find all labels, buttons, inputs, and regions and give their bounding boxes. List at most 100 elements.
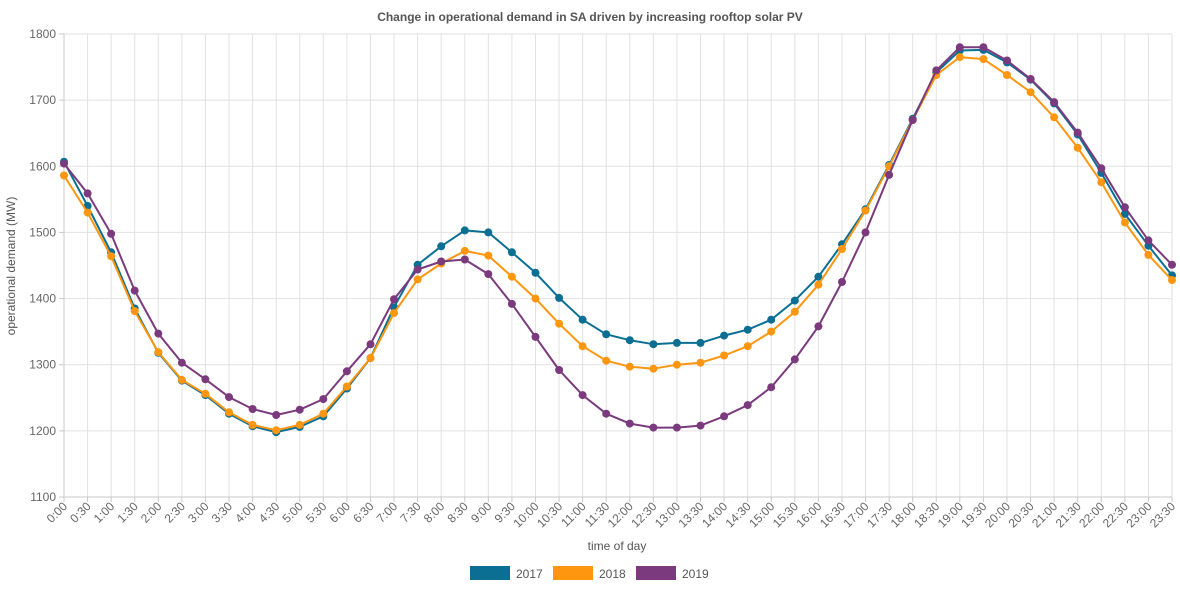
data-point-2019[interactable] xyxy=(885,170,894,179)
data-point-2018[interactable] xyxy=(177,375,186,384)
data-point-2018[interactable] xyxy=(1050,113,1059,122)
data-point-2018[interactable] xyxy=(625,362,634,371)
data-point-2018[interactable] xyxy=(413,275,422,284)
data-point-2019[interactable] xyxy=(790,355,799,364)
data-point-2019[interactable] xyxy=(743,401,752,410)
data-point-2019[interactable] xyxy=(1168,260,1176,269)
data-point-2019[interactable] xyxy=(814,322,823,331)
data-point-2018[interactable] xyxy=(319,409,328,418)
data-point-2019[interactable] xyxy=(507,299,516,308)
data-point-2017[interactable] xyxy=(790,296,799,305)
data-point-2019[interactable] xyxy=(366,340,375,349)
data-point-2019[interactable] xyxy=(531,332,540,341)
data-point-2019[interactable] xyxy=(295,405,304,414)
data-point-2017[interactable] xyxy=(743,325,752,334)
data-point-2019[interactable] xyxy=(83,189,92,198)
data-point-2019[interactable] xyxy=(154,329,163,338)
legend[interactable]: 2017 2018 2019 xyxy=(470,566,709,581)
data-point-2019[interactable] xyxy=(342,367,351,376)
legend-item-2017[interactable]: 2017 xyxy=(470,566,543,581)
data-point-2018[interactable] xyxy=(484,251,493,260)
legend-item-2019[interactable]: 2019 xyxy=(636,566,709,581)
data-point-2018[interactable] xyxy=(838,245,846,253)
data-point-2018[interactable] xyxy=(602,356,611,365)
data-point-2019[interactable] xyxy=(720,412,729,421)
data-point-2018[interactable] xyxy=(578,342,587,351)
data-point-2019[interactable] xyxy=(248,405,257,413)
data-point-2018[interactable] xyxy=(649,364,658,373)
data-point-2019[interactable] xyxy=(955,43,964,52)
data-point-2019[interactable] xyxy=(649,423,658,432)
data-point-2019[interactable] xyxy=(625,419,634,428)
data-point-2019[interactable] xyxy=(1003,56,1011,65)
data-point-2017[interactable] xyxy=(649,340,658,349)
data-point-2018[interactable] xyxy=(1120,218,1129,227)
data-point-2019[interactable] xyxy=(861,228,870,237)
data-point-2019[interactable] xyxy=(225,393,233,402)
data-point-2019[interactable] xyxy=(60,159,68,168)
data-point-2018[interactable] xyxy=(767,327,776,336)
data-point-2019[interactable] xyxy=(555,366,564,374)
data-point-2019[interactable] xyxy=(672,423,681,432)
data-point-2018[interactable] xyxy=(342,382,351,391)
data-point-2018[interactable] xyxy=(460,246,469,255)
data-point-2019[interactable] xyxy=(201,375,210,384)
data-point-2018[interactable] xyxy=(531,294,540,303)
data-point-2018[interactable] xyxy=(225,408,233,417)
data-point-2019[interactable] xyxy=(390,295,398,304)
data-point-2018[interactable] xyxy=(83,208,92,217)
data-point-2019[interactable] xyxy=(437,257,446,266)
data-point-2019[interactable] xyxy=(979,43,988,52)
data-point-2017[interactable] xyxy=(625,336,634,345)
data-point-2019[interactable] xyxy=(696,421,705,430)
data-point-2019[interactable] xyxy=(107,229,116,238)
data-point-2018[interactable] xyxy=(1097,178,1106,187)
data-point-2019[interactable] xyxy=(130,286,139,295)
data-point-2018[interactable] xyxy=(555,319,564,328)
data-point-2017[interactable] xyxy=(602,330,611,339)
data-point-2019[interactable] xyxy=(1026,75,1035,83)
data-point-2019[interactable] xyxy=(602,409,611,418)
data-point-2018[interactable] xyxy=(1144,250,1153,259)
data-point-2017[interactable] xyxy=(460,226,469,235)
data-point-2019[interactable] xyxy=(319,395,328,404)
data-point-2019[interactable] xyxy=(177,358,186,367)
data-point-2018[interactable] xyxy=(130,307,139,316)
data-point-2018[interactable] xyxy=(672,360,681,369)
data-point-2019[interactable] xyxy=(272,411,281,419)
data-point-2019[interactable] xyxy=(484,270,493,279)
data-point-2019[interactable] xyxy=(1050,98,1059,107)
data-point-2018[interactable] xyxy=(743,342,752,351)
data-point-2018[interactable] xyxy=(955,53,964,62)
data-point-2019[interactable] xyxy=(767,383,776,392)
data-point-2019[interactable] xyxy=(908,116,917,124)
data-point-2018[interactable] xyxy=(107,252,116,261)
data-point-2017[interactable] xyxy=(507,248,516,257)
data-point-2018[interactable] xyxy=(979,55,988,64)
data-point-2017[interactable] xyxy=(814,272,823,281)
data-point-2017[interactable] xyxy=(720,331,729,340)
data-point-2017[interactable] xyxy=(437,242,446,251)
data-point-2018[interactable] xyxy=(1026,88,1035,97)
data-point-2018[interactable] xyxy=(390,309,398,318)
data-point-2019[interactable] xyxy=(1073,128,1082,137)
data-point-2017[interactable] xyxy=(484,228,493,237)
data-point-2018[interactable] xyxy=(201,389,210,398)
data-point-2018[interactable] xyxy=(814,280,823,289)
data-point-2019[interactable] xyxy=(838,278,846,286)
data-point-2019[interactable] xyxy=(1097,164,1106,173)
data-point-2018[interactable] xyxy=(366,354,375,363)
data-point-2018[interactable] xyxy=(60,171,68,180)
data-point-2018[interactable] xyxy=(507,272,516,281)
data-point-2017[interactable] xyxy=(531,268,540,277)
data-point-2018[interactable] xyxy=(861,206,870,215)
data-point-2018[interactable] xyxy=(1168,276,1176,285)
data-point-2019[interactable] xyxy=(1144,236,1153,245)
data-point-2017[interactable] xyxy=(672,338,681,347)
data-point-2017[interactable] xyxy=(696,338,705,347)
legend-item-2018[interactable]: 2018 xyxy=(553,566,626,581)
data-point-2017[interactable] xyxy=(1120,209,1129,218)
data-point-2019[interactable] xyxy=(413,265,422,274)
data-point-2017[interactable] xyxy=(555,293,564,302)
data-point-2017[interactable] xyxy=(578,315,587,324)
